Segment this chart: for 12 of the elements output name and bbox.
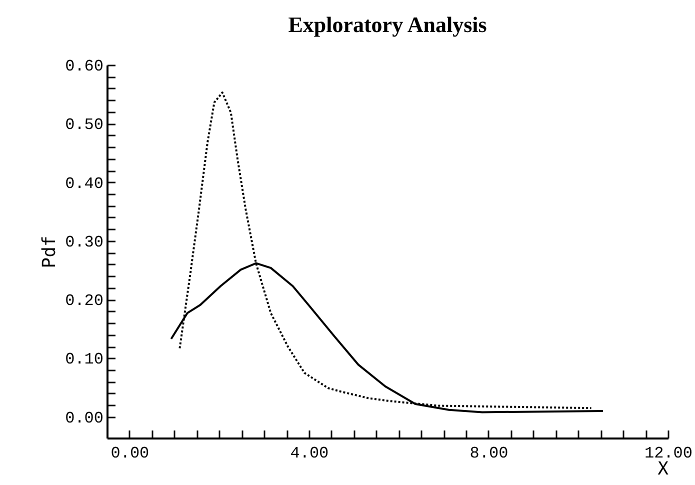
x-tick-label: 0.00 [110,444,150,462]
y-tick-label: 0.40 [65,174,104,193]
y-tick-label: 0.50 [65,116,104,134]
y-tick-label: 0.10 [65,350,104,369]
y-tick-label: 0.20 [65,292,104,310]
y-axis-title: Pdf [39,236,60,268]
chart-title: Exploratory Analysis [288,12,488,37]
y-tick-label: 0.60 [65,58,104,76]
x-tick-label: 4.00 [290,444,329,462]
y-tick-label: 0.00 [65,409,104,428]
y-tick-label: 0.30 [65,233,104,252]
x-tick-label: 8.00 [470,444,508,462]
